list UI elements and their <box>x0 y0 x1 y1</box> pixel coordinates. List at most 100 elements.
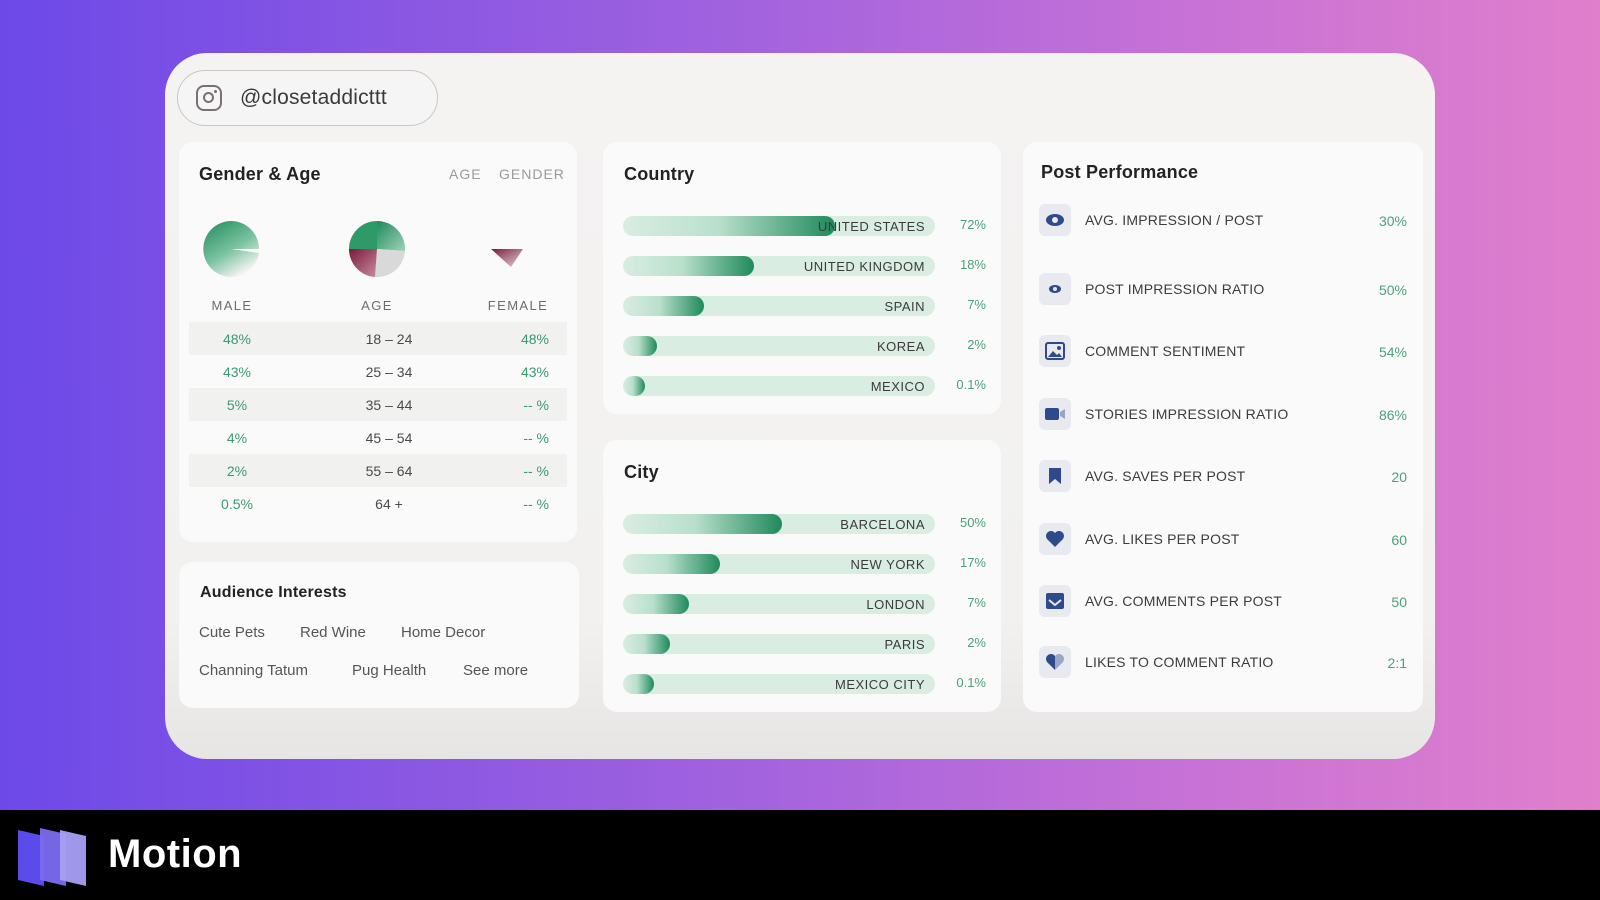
video-camera-icon <box>1039 398 1071 430</box>
performance-row: STORIES IMPRESSION RATIO 86% <box>1039 398 1407 434</box>
city-bar-row: NEW YORK 17% <box>623 552 988 574</box>
table-row: 5% 35 – 44 -- % <box>189 388 567 421</box>
heart-split-icon <box>1039 646 1071 678</box>
performance-value: 54% <box>1378 344 1407 360</box>
performance-label: STORIES IMPRESSION RATIO <box>1085 406 1289 422</box>
bar-label: MEXICO <box>870 379 925 394</box>
bar-track: LONDON <box>623 594 935 614</box>
bar-percent: 50% <box>959 515 986 530</box>
bar-percent: 72% <box>959 217 986 232</box>
gender-age-title: Gender & Age <box>199 164 321 184</box>
performance-row: AVG. COMMENTS PER POST 50 <box>1039 585 1407 621</box>
bar-fill <box>623 514 783 534</box>
performance-row: AVG. LIKES PER POST 60 <box>1039 523 1407 559</box>
performance-label: AVG. LIKES PER POST <box>1085 531 1240 547</box>
post-performance-title: Post Performance <box>1041 162 1199 182</box>
age-range: 45 – 54 <box>365 429 413 446</box>
performance-row: AVG. IMPRESSION / POST 30% <box>1039 204 1407 240</box>
bar-label: NEW YORK <box>850 557 925 572</box>
account-handle[interactable]: @closetaddicttt <box>177 70 438 126</box>
tab-age[interactable]: AGE <box>449 166 482 182</box>
bar-track: NEW YORK <box>623 554 935 574</box>
performance-label: COMMENT SENTIMENT <box>1085 343 1246 359</box>
female-pct: -- % <box>523 429 549 446</box>
bar-fill <box>623 296 705 316</box>
country-bar-row: UNITED STATES 72% <box>623 214 988 236</box>
bar-label: UNITED KINGDOM <box>803 259 925 274</box>
bar-track: UNITED KINGDOM <box>623 256 935 276</box>
female-pct: -- % <box>523 495 549 512</box>
bar-percent: 7% <box>967 297 986 312</box>
inbox-icon <box>1039 585 1071 617</box>
pie-label-female: FEMALE <box>487 298 549 313</box>
bar-track: KOREA <box>623 336 935 356</box>
performance-value: 50% <box>1378 282 1407 298</box>
interest-item[interactable]: Red Wine <box>300 624 366 641</box>
female-pie-chart <box>479 217 543 281</box>
male-pct: 0.5% <box>221 495 253 512</box>
bar-track: SPAIN <box>623 296 935 316</box>
bar-percent: 17% <box>959 555 986 570</box>
image-icon <box>1039 335 1071 367</box>
brand-bar: Motion <box>0 810 1600 900</box>
interest-item[interactable]: Channing Tatum <box>199 662 308 679</box>
performance-row: LIKES TO COMMENT RATIO 2:1 <box>1039 646 1407 682</box>
country-bar-row: UNITED KINGDOM 18% <box>623 254 988 276</box>
performance-row: AVG. SAVES PER POST 20 <box>1039 460 1407 496</box>
bar-percent: 2% <box>967 337 986 352</box>
bar-label: SPAIN <box>884 299 925 314</box>
country-bar-row: SPAIN 7% <box>623 294 988 316</box>
tab-gender[interactable]: GENDER <box>499 166 565 182</box>
city-card: City BARCELONA 50% NEW YORK 17% LONDON 7% PARI… <box>603 440 1001 712</box>
performance-label: LIKES TO COMMENT RATIO <box>1085 654 1274 670</box>
age-range: 64 + <box>375 495 403 512</box>
performance-value: 30% <box>1378 213 1407 229</box>
performance-value: 86% <box>1378 407 1407 423</box>
bar-track: UNITED STATES <box>623 216 935 236</box>
eye-small-icon <box>1039 273 1071 305</box>
account-handle-text: @closetaddicttt <box>240 86 387 109</box>
bar-percent: 0.1% <box>956 675 986 690</box>
bar-track: PARIS <box>623 634 935 654</box>
bar-percent: 7% <box>967 595 986 610</box>
post-performance-card: Post Performance AVG. IMPRESSION / POST 3… <box>1023 142 1423 712</box>
interest-item[interactable]: Pug Health <box>352 662 427 679</box>
city-bar-row: BARCELONA 50% <box>623 512 988 534</box>
age-range: 35 – 44 <box>365 396 413 413</box>
bar-label: UNITED STATES <box>817 219 925 234</box>
bar-percent: 18% <box>959 257 986 272</box>
bar-fill <box>623 554 720 574</box>
age-range: 18 – 24 <box>365 330 413 347</box>
bar-label: PARIS <box>884 637 925 652</box>
male-pct: 5% <box>226 396 248 413</box>
male-pct: 2% <box>226 462 248 479</box>
audience-interests-title: Audience Interests <box>200 584 347 601</box>
bar-track: MEXICO CITY <box>623 674 935 694</box>
table-row: 4% 45 – 54 -- % <box>189 421 567 454</box>
audience-interests-card: Audience Interests Cute Pets Red Wine Ho… <box>179 562 579 708</box>
pie-label-age: AGE <box>361 298 393 313</box>
city-bar-row: MEXICO CITY 0.1% <box>623 672 988 694</box>
female-pct: -- % <box>523 396 549 413</box>
bar-track: BARCELONA <box>623 514 935 534</box>
performance-label: POST IMPRESSION RATIO <box>1085 281 1265 297</box>
country-bar-row: MEXICO 0.1% <box>623 374 988 396</box>
performance-value: 2:1 <box>1387 655 1407 671</box>
bar-fill <box>623 634 670 654</box>
male-pct: 43% <box>222 363 252 380</box>
gender-age-card: Gender & Age AGE GENDER <box>179 142 577 542</box>
table-row: 0.5% 64 + -- % <box>189 487 567 520</box>
interest-item[interactable]: Home Decor <box>401 624 486 641</box>
interest-item[interactable]: Cute Pets <box>199 624 265 641</box>
bar-label: MEXICO CITY <box>834 677 925 692</box>
country-bar-row: KOREA 2% <box>623 334 988 356</box>
age-range: 25 – 34 <box>365 363 413 380</box>
bar-label: KOREA <box>876 339 925 354</box>
age-range: 55 – 64 <box>365 462 413 479</box>
female-pct: -- % <box>523 462 549 479</box>
table-row: 2% 55 – 64 -- % <box>189 454 567 487</box>
see-more-link[interactable]: See more <box>463 662 529 679</box>
bar-fill <box>623 216 836 236</box>
heart-icon <box>1039 523 1071 555</box>
age-pie-chart <box>345 217 409 281</box>
